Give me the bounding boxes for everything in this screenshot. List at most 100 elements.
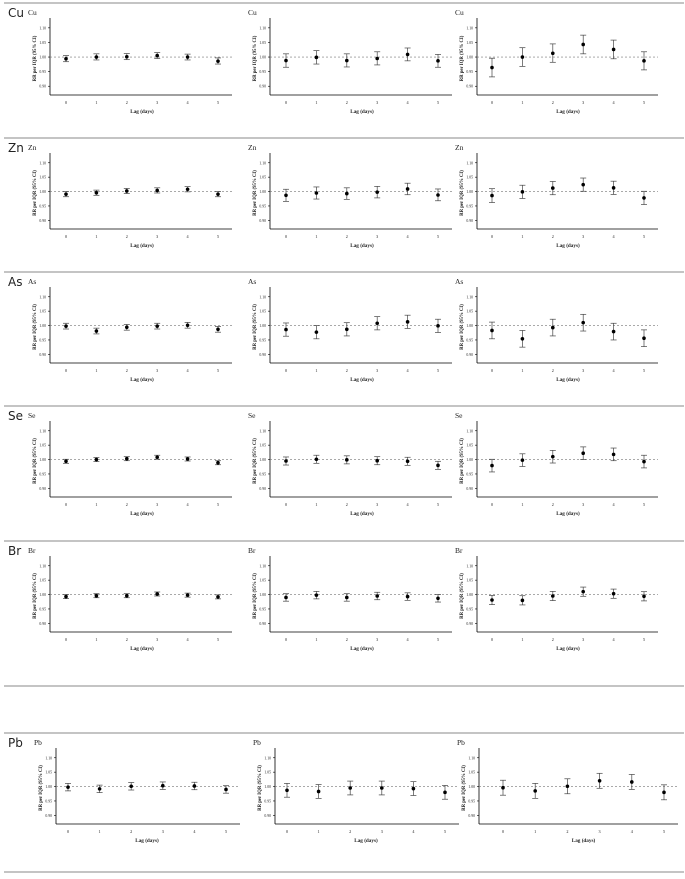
x-tick-label: 5 [444,829,446,834]
y-tick-label: 0.90 [45,814,52,818]
x-tick-label: 0 [65,234,67,239]
x-tick-label: 2 [346,234,348,239]
estimate-point [405,594,410,599]
estimate-point [94,329,99,333]
x-tick-label: 1 [95,100,97,105]
estimate-point [155,53,159,58]
x-axis-label: Lag (days) [556,242,580,249]
estimate-point [345,327,349,332]
x-axis-label: Lag (days) [350,645,374,652]
x-tick-label: 1 [315,637,317,642]
panel-As-2: As 0.90 0.95 1.00 1.05 1.10 RR per IQR (95% CI… [248,277,452,383]
estimate-point [375,56,380,61]
y-tick-label: 0.90 [259,85,266,89]
y-axis-label: RR per IQR (95% CI) [253,438,258,484]
estimate-point [285,788,289,793]
panel-title: Se [248,411,256,420]
estimate-point [436,193,440,197]
y-tick-label: 0.95 [468,799,475,803]
y-tick-label: 1.05 [264,771,271,775]
x-tick-label: 3 [156,637,158,642]
estimate-point [185,323,190,328]
x-tick-label: 1 [521,368,523,373]
y-tick-label: 0.90 [468,814,475,818]
panel-As-1: As As 0.90 0.95 1.00 1.05 1.10 RR per IQR (95% … [8,275,232,383]
panel-Pb-1: Pb Pb 0.90 0.95 1.00 1.05 1.10 RR per IQR (95% … [8,736,240,844]
panel-Cu-2: Cu 0.90 0.95 1.00 1.05 1.10 RR per IQR (95% CI… [248,8,452,115]
estimate-point [345,458,349,462]
panel-title: Pb [253,738,261,747]
x-axis-label: Lag (days) [572,837,596,844]
estimate-point [216,327,220,332]
x-tick-label: 0 [65,637,67,642]
estimate-point [597,779,602,783]
estimate-point [611,329,616,334]
estimate-point [375,190,380,194]
estimate-point [642,459,646,464]
x-axis-label: Lag (days) [130,510,154,517]
x-tick-label: 5 [225,829,227,834]
estimate-point [662,790,666,795]
x-tick-label: 4 [187,637,190,642]
y-tick-label: 1.10 [39,429,46,433]
x-tick-label: 3 [582,368,584,373]
x-tick-label: 5 [643,368,645,373]
x-tick-label: 5 [217,502,219,507]
y-tick-label: 1.00 [259,593,266,597]
y-tick-label: 1.10 [466,429,473,433]
x-axis-label: Lag (days) [350,242,374,249]
panel-title: As [248,277,256,286]
estimate-point [520,55,525,59]
x-tick-label: 3 [582,502,584,507]
y-tick-label: 1.00 [468,785,475,789]
estimate-point [284,193,288,198]
estimate-point [581,589,585,594]
x-tick-label: 0 [65,502,67,507]
x-tick-label: 0 [491,100,493,105]
y-tick-label: 1.00 [39,458,46,462]
row-label: As [8,275,22,289]
panel-title: Pb [457,738,465,747]
y-tick-label: 0.90 [466,85,473,89]
x-axis-label: Lag (days) [130,645,154,652]
estimate-point [125,325,129,330]
panel-Zn-2: Zn 0.90 0.95 1.00 1.05 1.10 RR per IQR (95% CI… [248,143,452,249]
x-tick-label: 5 [643,637,645,642]
x-tick-label: 4 [407,637,410,642]
y-tick-label: 1.00 [259,56,266,60]
y-tick-label: 1.05 [39,310,46,314]
estimate-point [551,51,555,56]
estimate-point [642,59,646,63]
estimate-point [551,325,555,330]
panel-title: Zn [248,143,257,152]
y-tick-label: 1.10 [264,756,271,760]
x-tick-label: 1 [521,100,523,105]
y-tick-label: 1.00 [259,324,266,328]
estimate-point [436,324,440,328]
estimate-point [155,592,159,596]
x-axis-label: Lag (days) [556,510,580,517]
estimate-point [551,454,555,459]
x-tick-label: 5 [437,637,439,642]
estimate-point [94,457,99,462]
x-tick-label: 1 [95,368,97,373]
y-tick-label: 1.10 [466,295,473,299]
y-tick-label: 1.10 [466,564,473,568]
y-tick-label: 0.90 [39,622,46,626]
estimate-point [155,188,159,193]
x-tick-label: 4 [187,100,190,105]
estimate-point [316,789,321,794]
x-tick-label: 2 [126,234,128,239]
y-tick-label: 1.10 [259,26,266,30]
x-tick-label: 5 [217,100,219,105]
y-tick-label: 1.00 [264,785,271,789]
x-tick-label: 3 [376,368,378,373]
x-tick-label: 1 [534,829,536,834]
x-tick-label: 1 [315,368,317,373]
x-tick-label: 5 [643,234,645,239]
y-tick-label: 0.90 [259,353,266,357]
estimate-point [533,789,537,793]
y-tick-label: 1.10 [466,26,473,30]
